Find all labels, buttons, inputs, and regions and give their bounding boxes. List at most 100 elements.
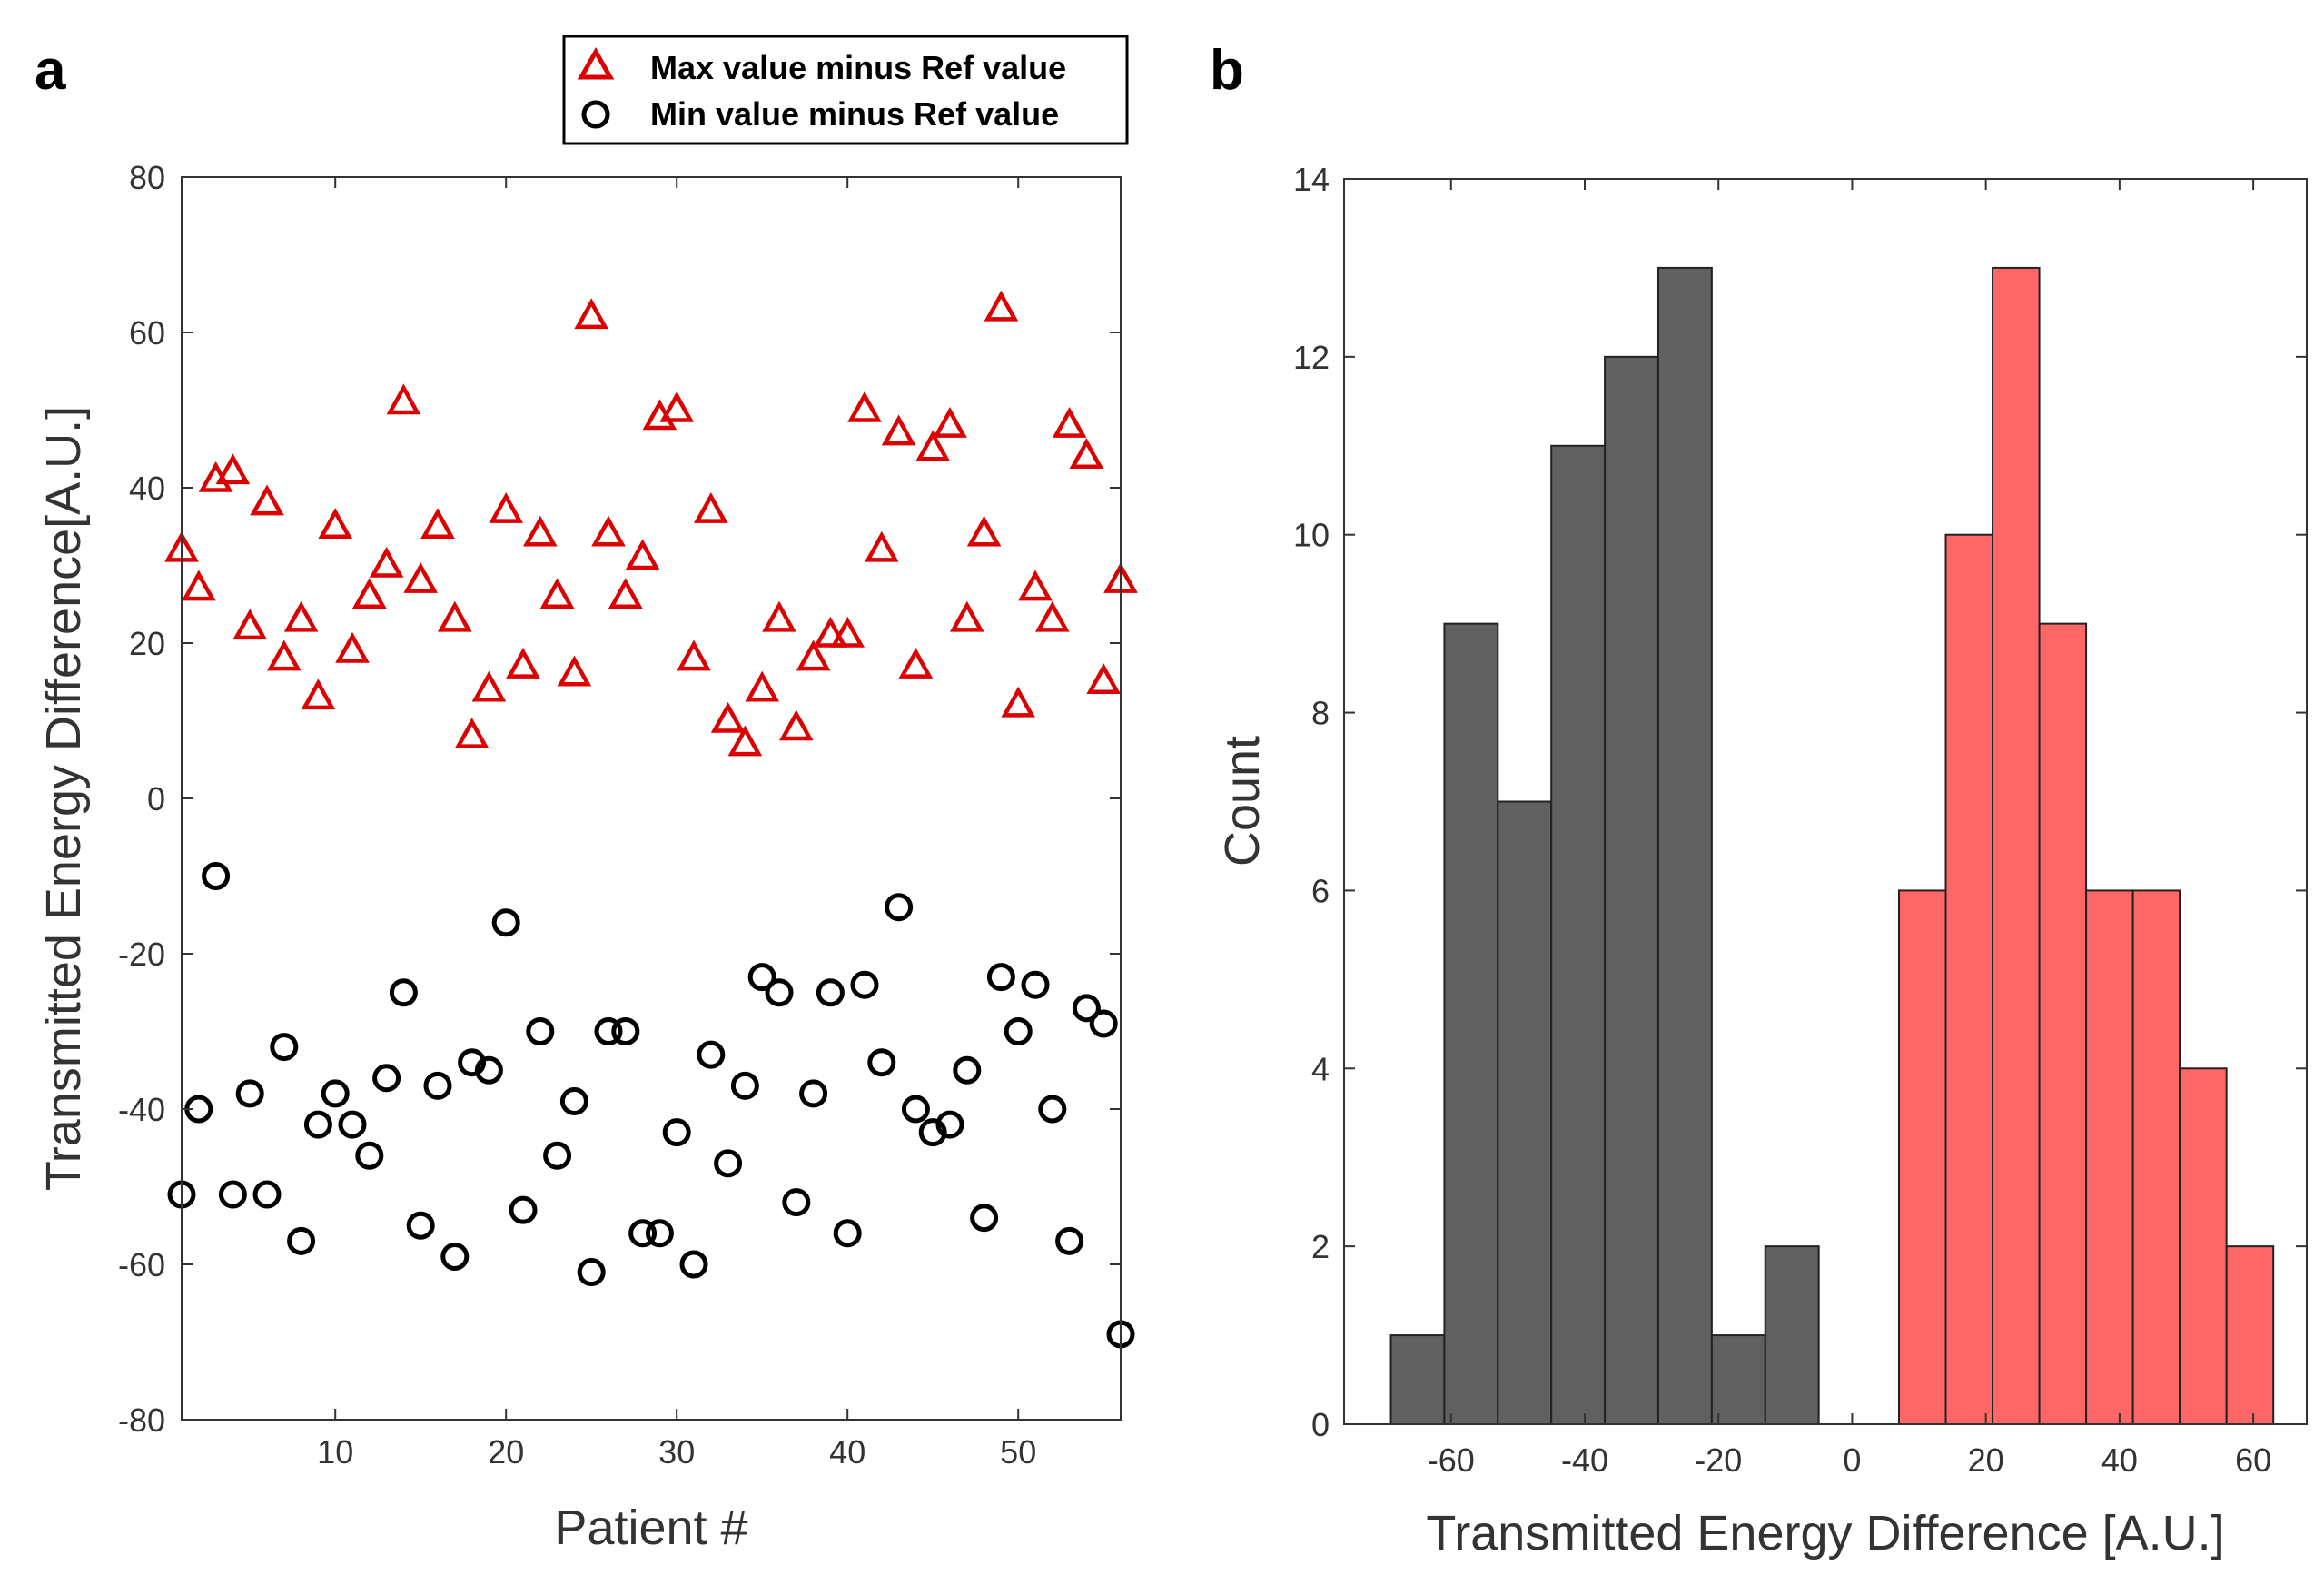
max-minus-ref-point — [1034, 600, 1070, 632]
max-minus-ref-point — [796, 639, 831, 671]
max-minus-ref-point — [454, 717, 490, 748]
min-minus-ref-point — [509, 1195, 538, 1224]
min-minus-ref-point — [474, 1055, 503, 1085]
max-minus-ref-point — [1069, 438, 1104, 470]
histogram-bar-positive — [2038, 622, 2088, 1425]
scatter-marks — [164, 290, 1138, 1349]
histogram-x-tick-label: -60 — [1428, 1441, 1475, 1479]
scatter-y-tick-label: -80 — [118, 1402, 165, 1439]
histogram-bar-positive — [2179, 1067, 2228, 1426]
scatter-x-axis-label: Patient # — [554, 1501, 747, 1555]
histogram-bar-positive — [2085, 889, 2134, 1425]
min-minus-ref-point — [338, 1110, 367, 1139]
histogram-bar-negative — [1604, 355, 1659, 1425]
max-minus-ref-point — [949, 600, 984, 632]
scatter-x-ticks: 10 20 30 40 50 — [317, 177, 1036, 1471]
min-minus-ref-point — [389, 978, 418, 1007]
min-minus-ref-point — [970, 1204, 999, 1233]
histogram-x-tick-label: 20 — [1968, 1441, 2004, 1479]
histogram-plot-area-frame — [1343, 178, 2308, 1425]
histogram-x-tick-label: 0 — [1843, 1441, 1861, 1479]
max-minus-ref-point — [403, 561, 439, 593]
max-minus-ref-point — [677, 639, 711, 671]
panel-b-letter: b — [1210, 39, 1244, 102]
histogram-bar-negative — [1764, 1245, 1820, 1425]
max-minus-ref-point — [283, 600, 319, 632]
max-minus-ref-point — [778, 709, 814, 741]
histogram-x-tick-label: 40 — [2101, 1441, 2138, 1479]
min-minus-ref-point — [953, 1055, 982, 1085]
min-minus-ref-point — [714, 1149, 743, 1178]
histogram-bar-positive — [2225, 1245, 2275, 1425]
max-minus-ref-point — [335, 631, 370, 663]
legend-max-label: Max value minus Ref value — [650, 49, 1066, 86]
min-minus-ref-point — [1055, 1226, 1084, 1255]
max-minus-ref-point — [1001, 686, 1036, 718]
max-minus-ref-point — [898, 648, 934, 679]
min-minus-ref-point — [594, 1017, 623, 1045]
min-minus-ref-point — [730, 1071, 759, 1100]
max-minus-ref-point — [966, 515, 1002, 547]
min-minus-ref-point — [799, 1079, 828, 1108]
min-minus-ref-point — [1072, 994, 1101, 1023]
legend-min-label: Min value minus Ref value — [650, 95, 1059, 133]
scatter-x-tick-label: 10 — [317, 1433, 353, 1471]
min-minus-ref-point — [440, 1242, 470, 1271]
histogram-x-ticks: -60 -40 -20 0 20 40 60 — [1428, 179, 2271, 1479]
min-minus-ref-point — [423, 1071, 452, 1100]
min-minus-ref-point — [406, 1211, 435, 1240]
max-minus-ref-point — [881, 414, 916, 446]
min-minus-ref-point — [287, 1226, 316, 1255]
min-minus-ref-point — [491, 908, 520, 937]
min-minus-ref-point — [202, 862, 231, 890]
max-minus-ref-point — [522, 515, 558, 547]
max-minus-ref-point — [318, 508, 353, 539]
scatter-x-tick-label: 20 — [488, 1433, 524, 1471]
max-minus-ref-point — [933, 406, 967, 438]
min-minus-ref-point — [918, 1118, 947, 1147]
min-minus-ref-point — [252, 1180, 282, 1209]
max-minus-ref-point — [215, 453, 251, 485]
panel-a-letter: a — [35, 39, 66, 102]
max-minus-ref-point — [301, 679, 336, 710]
max-minus-ref-point — [437, 600, 472, 632]
max-minus-ref-point — [830, 616, 865, 648]
min-minus-ref-point — [850, 970, 879, 999]
min-minus-ref-point — [559, 1086, 588, 1115]
legend-box — [562, 35, 1129, 145]
histogram-bar-positive — [1992, 266, 2041, 1425]
min-minus-ref-point — [577, 1258, 606, 1287]
min-minus-ref-point — [679, 1250, 708, 1279]
histogram-bar-negative — [1550, 444, 1607, 1425]
max-minus-ref-point — [181, 570, 216, 601]
min-minus-ref-point — [303, 1110, 332, 1139]
histogram-x-tick-label: 60 — [2235, 1441, 2271, 1479]
max-minus-ref-point — [1052, 406, 1087, 438]
histogram-y-tick-label: 8 — [1311, 695, 1330, 732]
histogram-bars — [1389, 266, 2275, 1426]
max-minus-ref-point — [489, 492, 524, 523]
min-minus-ref-point — [697, 1040, 726, 1069]
max-minus-ref-point — [539, 578, 575, 609]
min-minus-ref-point — [986, 963, 1015, 992]
histogram-y-tick-label: 4 — [1311, 1050, 1330, 1087]
min-minus-ref-point — [885, 893, 914, 922]
min-minus-ref-point — [458, 1048, 487, 1077]
max-minus-ref-point — [693, 492, 728, 523]
histogram-x-tick-label: -20 — [1695, 1441, 1742, 1479]
min-minus-ref-point — [543, 1141, 572, 1170]
scatter-y-tick-label: -20 — [118, 936, 165, 973]
scatter-y-tick-label: 80 — [129, 159, 165, 196]
histogram-bar-positive — [1944, 533, 1994, 1425]
max-minus-ref-point — [351, 578, 387, 609]
min-minus-ref-point — [1089, 1009, 1118, 1038]
histogram-bar-negative — [1443, 622, 1499, 1425]
histogram-y-tick-label: 10 — [1293, 517, 1330, 554]
scatter-chart: 10 20 30 40 50 -80 -60 -40 -20 0 20 40 60 80 Patient… — [36, 35, 1138, 1555]
min-minus-ref-point — [355, 1141, 384, 1170]
min-minus-ref-point — [747, 963, 776, 992]
max-minus-ref-point — [420, 508, 455, 539]
histogram-y-tick-label: 0 — [1311, 1406, 1330, 1443]
min-minus-ref-point — [765, 978, 794, 1007]
